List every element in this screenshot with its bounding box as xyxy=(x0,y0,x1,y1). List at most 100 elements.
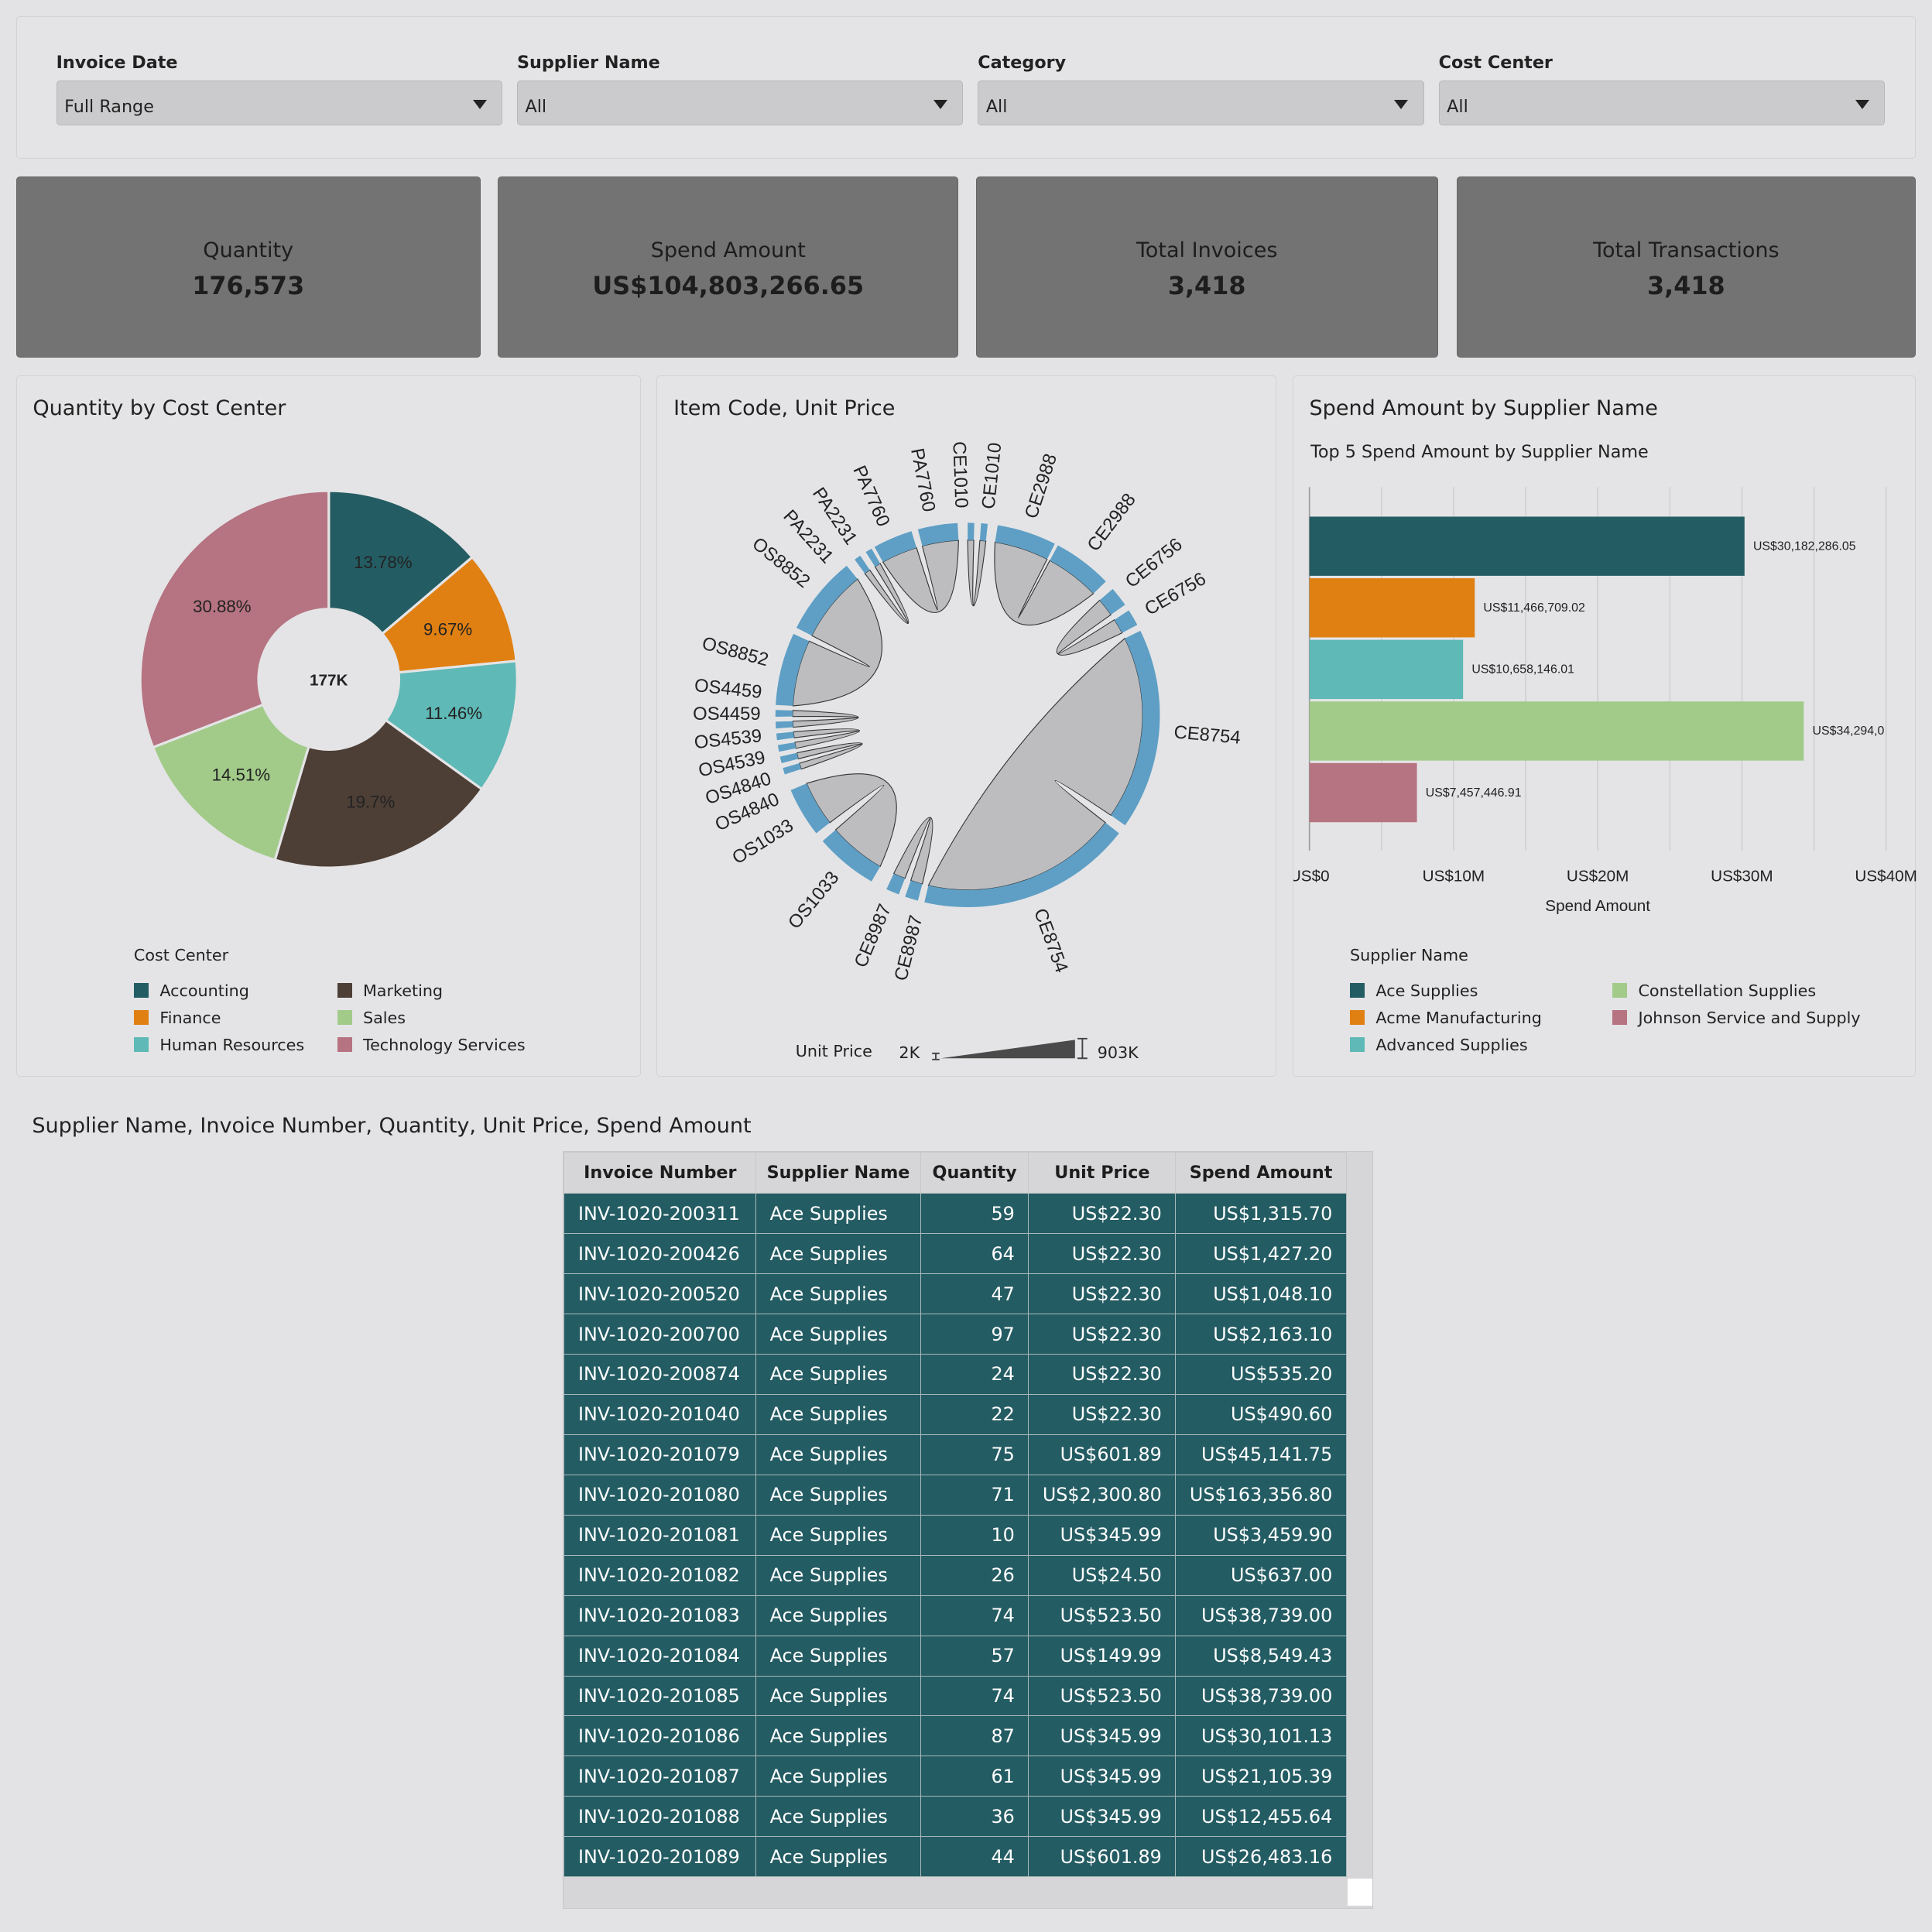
legend-max: 903K xyxy=(1097,1043,1139,1062)
chord-arc[interactable] xyxy=(776,710,793,718)
chord-ribbon[interactable] xyxy=(806,773,898,868)
kpi-card: Total Invoices 3,418 xyxy=(975,176,1438,358)
table-cell: 44 xyxy=(920,1836,1029,1878)
bar-label: US$7,457,446.91 xyxy=(1426,786,1522,800)
legend-item[interactable]: Constellation Supplies xyxy=(1612,981,1816,1000)
chord-ribbon[interactable] xyxy=(796,742,863,770)
table-row[interactable]: INV-1020-200520 Ace Supplies 47 US$22.30 US$… xyxy=(564,1273,1347,1315)
bar-label: US$34,294,0 xyxy=(1812,725,1884,738)
chord-arc[interactable] xyxy=(855,556,871,574)
donut-slice[interactable] xyxy=(383,659,519,792)
table-row[interactable]: INV-1020-201080 Ace Supplies 71 US$2,300.80… xyxy=(564,1474,1347,1516)
column-header[interactable]: Supplier Name xyxy=(755,1151,921,1194)
chord-arc[interactable] xyxy=(776,721,793,729)
table-cell: US$22.30 xyxy=(1028,1314,1177,1355)
node-label: CE1010 xyxy=(978,442,1006,511)
bar[interactable] xyxy=(1309,701,1804,762)
chord-arc[interactable] xyxy=(1050,546,1107,594)
chord-arc[interactable] xyxy=(995,525,1056,560)
legend-item[interactable]: Acme Manufacturing xyxy=(1350,1009,1542,1027)
table-cell: US$2,300.80 xyxy=(1028,1474,1177,1516)
chord-arc[interactable] xyxy=(1100,589,1125,615)
table-row[interactable]: INV-1020-200700 Ace Supplies 97 US$22.30 US$… xyxy=(564,1314,1347,1355)
chord-arc[interactable] xyxy=(776,634,810,707)
donut-slice[interactable] xyxy=(327,489,474,636)
chord-arc[interactable] xyxy=(968,522,975,541)
legend-item[interactable]: Johnson Service and Supply xyxy=(1612,1009,1861,1027)
filter-label: Supplier Name xyxy=(516,52,660,73)
legend-item[interactable]: Marketing xyxy=(337,981,443,1000)
bar[interactable] xyxy=(1309,763,1417,823)
chord-ribbon[interactable] xyxy=(792,710,859,728)
table-row[interactable]: INV-1020-200311 Ace Supplies 59 US$22.30 US$… xyxy=(564,1193,1347,1235)
legend-item[interactable]: Advanced Supplies xyxy=(1350,1036,1528,1054)
table-cell: US$345.99 xyxy=(1028,1514,1177,1556)
chord-ribbon[interactable] xyxy=(793,728,861,750)
legend-item[interactable]: Sales xyxy=(337,1009,406,1027)
table-row[interactable]: INV-1020-201079 Ace Supplies 75 US$601.89 US… xyxy=(564,1434,1347,1475)
bar[interactable] xyxy=(1309,516,1745,577)
chord-arc[interactable] xyxy=(980,523,988,542)
filter-select-cost-center[interactable]: All xyxy=(1438,80,1885,125)
chord-arc[interactable] xyxy=(776,731,795,741)
filter-select-supplier-name[interactable]: All xyxy=(516,80,964,125)
donut-slice[interactable] xyxy=(151,703,310,862)
table-row[interactable]: INV-1020-201082 Ace Supplies 26 US$24.50 US$… xyxy=(564,1554,1347,1596)
legend-item[interactable]: Technology Services xyxy=(337,1036,526,1054)
table-row[interactable]: INV-1020-200426 Ace Supplies 64 US$22.30 US$… xyxy=(564,1233,1347,1275)
bar[interactable] xyxy=(1309,578,1475,638)
chord-arc[interactable] xyxy=(905,881,923,902)
table-cell: US$535.20 xyxy=(1175,1354,1347,1395)
legend-item[interactable]: Finance xyxy=(133,1009,221,1027)
chord-arc[interactable] xyxy=(1115,610,1138,634)
chord-arc[interactable] xyxy=(778,742,796,752)
chord-arc[interactable] xyxy=(796,566,858,636)
chord-arc[interactable] xyxy=(790,783,831,834)
table-row[interactable]: INV-1020-201089 Ace Supplies 44 US$601.89 US… xyxy=(564,1836,1347,1878)
table-row[interactable]: INV-1020-200874 Ace Supplies 24 US$22.30 US$… xyxy=(564,1354,1347,1395)
donut-slice[interactable] xyxy=(272,718,484,870)
table-row[interactable]: INV-1020-201040 Ace Supplies 22 US$22.30 US$… xyxy=(564,1393,1347,1435)
filter-select-invoice-date[interactable]: Full Range xyxy=(56,80,502,125)
center-label: 177K xyxy=(310,672,348,690)
legend-item[interactable]: Accounting xyxy=(133,981,249,1000)
chord-ribbon[interactable] xyxy=(893,817,933,886)
chord-ribbon[interactable] xyxy=(864,563,909,625)
chord-arc[interactable] xyxy=(823,830,881,882)
chord-arc[interactable] xyxy=(886,874,906,895)
chord-arc[interactable] xyxy=(924,823,1120,908)
chord-arc[interactable] xyxy=(1111,631,1160,826)
column-header[interactable]: Spend Amount xyxy=(1175,1151,1347,1194)
filter-select-category[interactable]: All xyxy=(978,80,1424,125)
table-row[interactable]: INV-1020-201083 Ace Supplies 74 US$523.50 US… xyxy=(564,1595,1347,1636)
legend-swatch xyxy=(133,1036,149,1052)
column-header[interactable]: Unit Price xyxy=(1028,1151,1177,1194)
chord-arc[interactable] xyxy=(875,531,917,563)
column-header[interactable]: Quantity xyxy=(920,1151,1029,1194)
table-cell: 97 xyxy=(920,1314,1029,1355)
donut-slice[interactable] xyxy=(380,556,518,674)
chord-arc[interactable] xyxy=(783,763,802,775)
table-row[interactable]: INV-1020-201088 Ace Supplies 36 US$345.99 US… xyxy=(564,1796,1347,1838)
chord-ribbon[interactable] xyxy=(1057,600,1123,656)
bar[interactable] xyxy=(1309,640,1463,700)
chord-arc[interactable] xyxy=(865,549,881,567)
scrollbar-thumb[interactable] xyxy=(1347,1878,1372,1906)
table-cell: US$163,356.80 xyxy=(1175,1474,1347,1516)
chord-ribbon[interactable] xyxy=(793,578,883,707)
table-row[interactable]: INV-1020-201085 Ace Supplies 74 US$523.50 US… xyxy=(564,1675,1347,1717)
column-header[interactable]: Invoice Number xyxy=(564,1151,757,1194)
legend-item[interactable]: Ace Supplies xyxy=(1350,981,1478,1000)
chord-arc[interactable] xyxy=(780,753,799,764)
table-row[interactable]: INV-1020-201087 Ace Supplies 61 US$345.99 US… xyxy=(564,1756,1347,1797)
table-row[interactable]: INV-1020-201081 Ace Supplies 10 US$345.99 US… xyxy=(564,1514,1347,1556)
legend-item[interactable]: Human Resources xyxy=(133,1036,304,1054)
donut-slice[interactable] xyxy=(139,489,331,750)
chord-arc[interactable] xyxy=(918,523,959,546)
chord-ribbon[interactable] xyxy=(927,638,1143,891)
node-label: CE8987 xyxy=(891,913,927,983)
chord-ribbon[interactable] xyxy=(967,540,987,607)
table-row[interactable]: INV-1020-201084 Ace Supplies 57 US$149.99 US… xyxy=(564,1635,1347,1677)
table-row[interactable]: INV-1020-201086 Ace Supplies 87 US$345.99 US… xyxy=(564,1715,1347,1757)
kpi-label: Total Transactions xyxy=(1593,238,1780,263)
